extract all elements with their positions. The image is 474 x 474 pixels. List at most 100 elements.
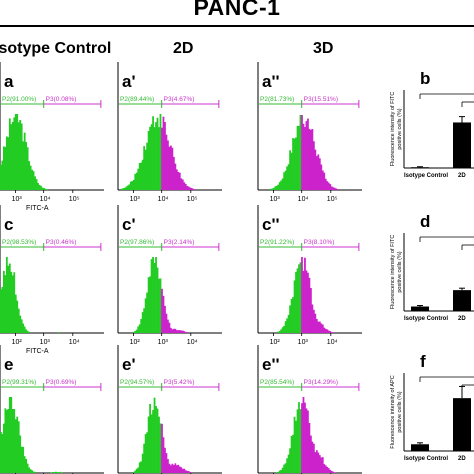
bar-y-label-line: positive cells (%): [397, 251, 403, 292]
histogram-bin: [1, 160, 4, 190]
x-tick-label: 10⁴: [187, 339, 198, 346]
histogram-bin: [271, 188, 274, 190]
histogram-bin: [283, 172, 286, 190]
histogram-bin: [17, 421, 20, 473]
x-tick-label: 10⁴: [69, 339, 80, 346]
histogram-bin: [317, 452, 320, 473]
histogram-bin: [122, 188, 125, 190]
histogram-bin: [178, 172, 181, 190]
histogram-bin: [1, 286, 4, 333]
histogram-bin: [307, 410, 309, 473]
histogram-bin: [29, 469, 32, 473]
histogram-bin: [275, 472, 278, 473]
histogram-bin: [134, 470, 137, 473]
histogram-bin: [167, 319, 169, 333]
histogram-bin: [330, 186, 333, 190]
gate-p3-label: P3(0.08%): [46, 96, 77, 103]
histogram-bin: [315, 318, 318, 333]
x-tick-label: 10⁴: [158, 196, 169, 203]
histogram-bin: [186, 332, 189, 333]
histogram-bin: [16, 114, 19, 190]
gate-p3-label: P3(0.69%): [46, 379, 77, 386]
histogram-bin: [143, 443, 146, 473]
histogram-bin: [132, 471, 135, 473]
histogram-bin: [298, 125, 300, 190]
histogram-bin: [156, 408, 159, 473]
histogram-bin: [172, 465, 175, 473]
histogram-bin: [281, 178, 284, 190]
histogram-bin: [162, 437, 165, 473]
histogram-bin: [170, 465, 172, 473]
bar-panel-label: f: [420, 352, 426, 371]
histogram-bin: [305, 121, 308, 190]
histogram-bin: [144, 434, 147, 473]
histogram-bin: [132, 179, 135, 190]
histogram-bin: [287, 164, 290, 190]
histogram-bin: [146, 292, 149, 333]
histogram-bin: [161, 423, 163, 473]
histogram-bin: [125, 186, 128, 190]
histogram-bin: [296, 268, 299, 333]
histogram-bin: [324, 328, 327, 333]
bar-category-label: Isotype Control: [404, 456, 448, 462]
bar: [411, 306, 429, 311]
histogram-bin: [143, 308, 146, 333]
histogram-bin: [332, 187, 335, 190]
histogram-bin: [155, 122, 157, 190]
histogram-bin: [140, 162, 143, 190]
histogram-bin: [32, 171, 35, 190]
histogram-bin: [292, 138, 294, 190]
histogram-bin: [311, 304, 314, 333]
histogram-bin: [53, 472, 56, 473]
histogram-bin: [141, 159, 144, 190]
x-tick-label: 10³: [298, 339, 309, 346]
histogram-bin: [323, 172, 326, 190]
histogram-bin: [159, 114, 162, 190]
histogram-bin: [123, 187, 126, 190]
gate-p2-label: P2(98.53%): [2, 239, 36, 246]
bar-y-label-line: Fluorescence intensity of FITC: [390, 92, 396, 167]
histogram-bin: [40, 185, 42, 190]
histogram-bin: [301, 403, 303, 473]
histogram-bin: [57, 332, 60, 333]
histogram-bin: [314, 452, 317, 473]
bar-category-label: 2D: [458, 316, 466, 322]
bar-y-label: Fluorescence intensity of FITCpositive c…: [390, 235, 403, 310]
x-axis-label: FITC-A: [26, 348, 49, 355]
histogram-bin: [159, 278, 162, 333]
histogram-bin: [277, 331, 280, 333]
histogram-bin: [287, 454, 290, 473]
histogram-bin: [156, 267, 159, 333]
bar-category-label: Isotype Control: [404, 316, 448, 322]
histogram-bin: [19, 119, 22, 190]
histogram-bin: [137, 168, 140, 190]
histogram-bin: [332, 332, 335, 333]
histogram-bin: [308, 277, 311, 333]
histogram-bin: [318, 455, 321, 473]
histogram-bin: [150, 414, 153, 473]
histogram-bin: [7, 265, 10, 333]
histogram-bin: [326, 181, 329, 190]
histogram-bin: [317, 321, 320, 333]
histogram-bin: [14, 114, 17, 190]
histogram-bin: [7, 137, 10, 190]
bar-y-label: Fluorescence intensity of FITCpositive c…: [390, 92, 403, 167]
column-header-3d: 3D: [313, 40, 334, 57]
panel-label: e': [122, 355, 136, 374]
histogram-bin: [23, 456, 26, 473]
histogram-bin: [292, 297, 294, 333]
histogram-bin: [181, 468, 184, 473]
histogram-bin: [312, 141, 315, 190]
title-rule: [0, 25, 474, 27]
histogram-bin: [52, 471, 54, 473]
histogram-bin: [41, 187, 44, 190]
histogram-bin: [323, 327, 326, 333]
histogram-bin: [333, 472, 336, 473]
histogram-bin: [20, 319, 23, 333]
bar: [411, 167, 429, 168]
column-header-2d: 2D: [173, 40, 194, 57]
histogram-bin: [290, 435, 293, 473]
histogram-bin: [335, 188, 338, 190]
histogram-bin: [54, 471, 57, 473]
histogram-bin: [274, 186, 277, 190]
